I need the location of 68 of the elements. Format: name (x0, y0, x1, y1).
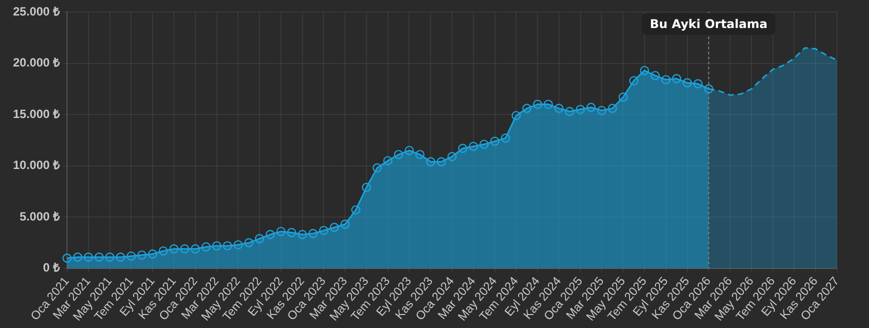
point (254, 234, 264, 244)
y-tick-label: 15.000 ₺ (12, 106, 60, 121)
point (629, 76, 638, 86)
point (458, 144, 468, 153)
point (340, 220, 350, 229)
point (308, 228, 318, 238)
point (298, 230, 307, 240)
point (532, 100, 542, 109)
point (234, 240, 243, 250)
point (105, 252, 114, 262)
point (222, 241, 232, 250)
point (661, 75, 670, 84)
point (704, 84, 714, 94)
point (404, 146, 414, 156)
point (618, 92, 628, 102)
point (201, 242, 211, 252)
point (500, 134, 510, 143)
point (84, 252, 94, 262)
point (693, 79, 703, 88)
point (565, 106, 574, 116)
point (73, 252, 82, 262)
point (383, 156, 392, 166)
point (137, 250, 146, 260)
point (544, 100, 553, 109)
point (190, 244, 200, 254)
point (512, 110, 521, 120)
ref-line-label: Bu Ayki Ortalama (650, 17, 768, 32)
point (94, 252, 104, 262)
y-tick-label: 5.000 ₺ (20, 209, 60, 224)
point (672, 74, 682, 84)
point (287, 228, 296, 238)
point (415, 150, 425, 160)
point (372, 163, 382, 172)
point (597, 106, 606, 116)
point (319, 226, 328, 236)
point (394, 150, 404, 160)
y-tick-label: 25.000 ₺ (12, 4, 60, 18)
point (266, 230, 275, 240)
point (158, 246, 168, 256)
y-tick-label: 0 ₺ (43, 260, 60, 275)
point (351, 205, 360, 215)
point (126, 251, 136, 261)
point (180, 244, 190, 254)
point (608, 104, 618, 113)
point (362, 182, 372, 192)
point (148, 249, 158, 259)
point (169, 244, 179, 254)
point (522, 104, 532, 113)
point (330, 222, 339, 232)
point (212, 241, 222, 250)
point (682, 78, 692, 88)
point (447, 152, 457, 162)
point (116, 252, 126, 262)
point (480, 140, 489, 149)
point (490, 136, 500, 146)
point (650, 70, 660, 80)
point (426, 157, 436, 166)
y-tick-label: 10.000 ₺ (12, 158, 60, 172)
point (576, 104, 585, 114)
point (436, 157, 446, 166)
point (468, 142, 478, 151)
point (244, 238, 254, 248)
point (640, 66, 650, 76)
y-tick-label: 20.000 ₺ (12, 56, 60, 70)
point (62, 254, 72, 263)
point (586, 102, 596, 112)
point (554, 104, 564, 113)
point (276, 226, 286, 236)
